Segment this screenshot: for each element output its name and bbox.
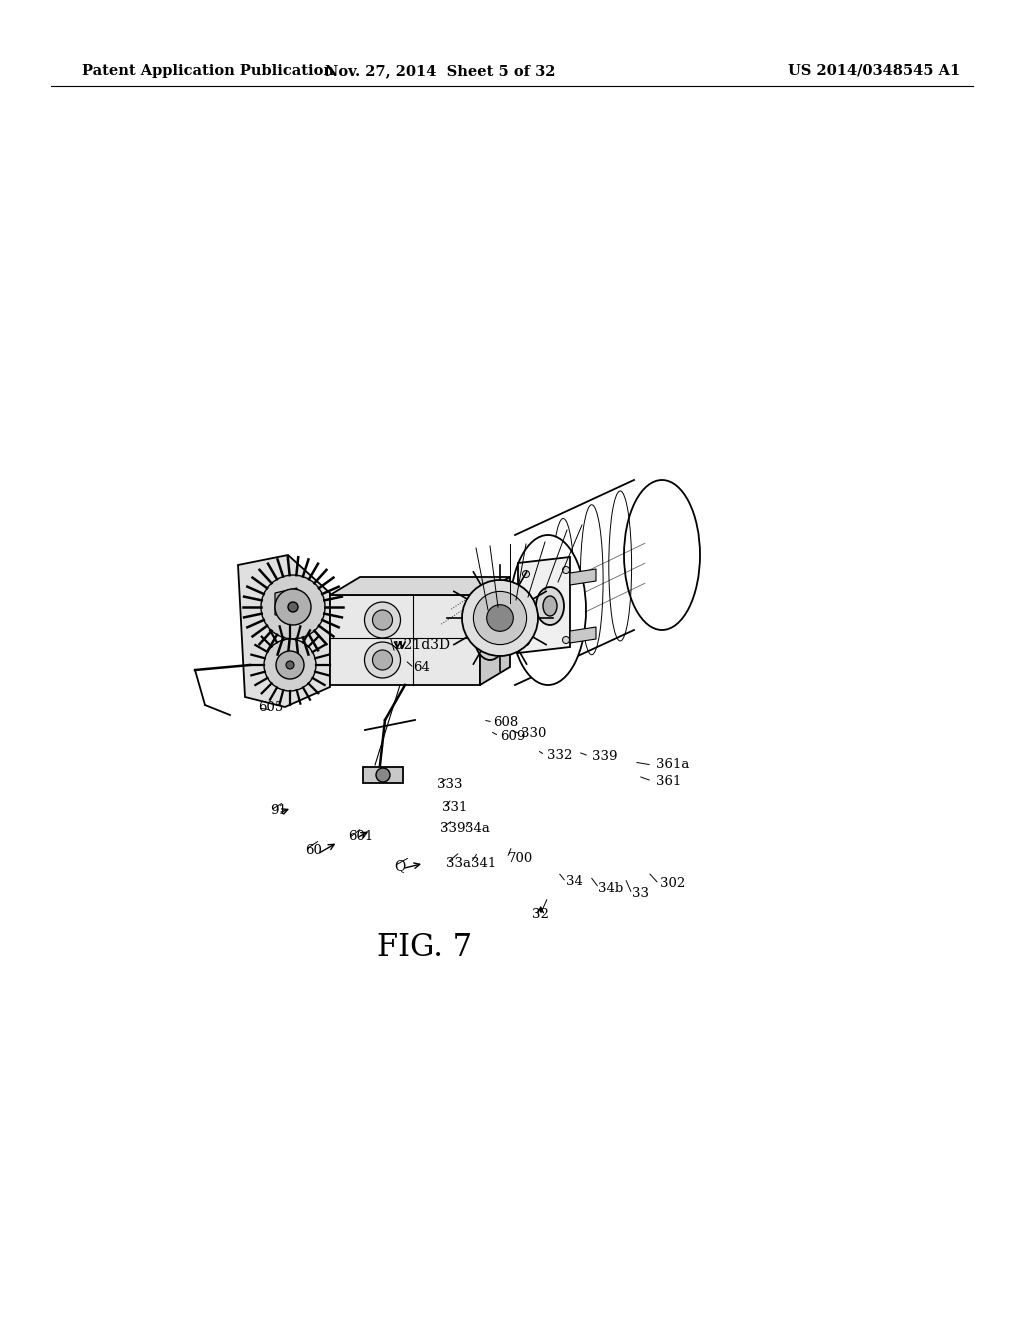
Text: US 2014/0348545 A1: US 2014/0348545 A1 — [788, 63, 961, 78]
Ellipse shape — [264, 639, 316, 690]
Polygon shape — [570, 627, 596, 643]
Ellipse shape — [261, 576, 325, 639]
Text: 34a: 34a — [465, 822, 489, 836]
Text: 341: 341 — [471, 857, 497, 870]
Polygon shape — [275, 587, 297, 615]
Text: 339: 339 — [592, 750, 617, 763]
Ellipse shape — [286, 661, 294, 669]
Text: Nov. 27, 2014  Sheet 5 of 32: Nov. 27, 2014 Sheet 5 of 32 — [325, 63, 556, 78]
Ellipse shape — [481, 620, 499, 649]
Ellipse shape — [473, 591, 526, 644]
Ellipse shape — [543, 597, 557, 616]
Ellipse shape — [562, 566, 569, 573]
Ellipse shape — [276, 651, 304, 678]
Ellipse shape — [462, 579, 538, 656]
Text: 700: 700 — [508, 851, 534, 865]
Text: 34: 34 — [566, 875, 583, 888]
Text: 33a: 33a — [446, 857, 471, 870]
Polygon shape — [330, 595, 480, 685]
Text: 64: 64 — [413, 661, 429, 675]
Polygon shape — [570, 569, 596, 585]
Ellipse shape — [486, 605, 513, 631]
Ellipse shape — [562, 636, 569, 644]
Text: 34b: 34b — [598, 882, 624, 895]
Text: \u21d3D: \u21d3D — [390, 638, 451, 651]
Text: 33: 33 — [632, 887, 649, 900]
Polygon shape — [480, 577, 510, 685]
Polygon shape — [515, 480, 634, 685]
Text: 332: 332 — [547, 748, 572, 762]
Ellipse shape — [510, 535, 586, 685]
Text: FIG. 7: FIG. 7 — [378, 932, 472, 964]
Ellipse shape — [373, 610, 392, 630]
Text: 60: 60 — [305, 843, 322, 857]
Ellipse shape — [474, 610, 506, 660]
Ellipse shape — [624, 480, 700, 630]
Polygon shape — [362, 767, 403, 783]
Text: 302: 302 — [660, 876, 686, 890]
Ellipse shape — [365, 642, 400, 678]
Ellipse shape — [275, 589, 311, 624]
Ellipse shape — [376, 768, 390, 781]
Ellipse shape — [373, 649, 392, 671]
Ellipse shape — [365, 602, 400, 638]
Text: 330: 330 — [521, 727, 547, 741]
Text: 361: 361 — [656, 775, 682, 788]
Ellipse shape — [522, 570, 529, 578]
Polygon shape — [330, 577, 510, 595]
Ellipse shape — [288, 602, 298, 612]
Ellipse shape — [536, 587, 564, 624]
Text: 339: 339 — [440, 822, 466, 836]
Text: 605: 605 — [258, 701, 284, 714]
Text: Patent Application Publication: Patent Application Publication — [82, 63, 334, 78]
Text: Q: Q — [394, 859, 406, 873]
Ellipse shape — [522, 639, 529, 645]
Text: 601: 601 — [348, 830, 374, 843]
Text: 609: 609 — [500, 730, 525, 743]
Text: 608: 608 — [494, 715, 519, 729]
Polygon shape — [518, 557, 570, 653]
Text: 333: 333 — [437, 777, 463, 791]
Polygon shape — [238, 554, 330, 708]
Text: 32: 32 — [532, 908, 549, 921]
Text: 91: 91 — [270, 804, 287, 817]
Text: 331: 331 — [442, 801, 468, 814]
Text: 361a: 361a — [656, 758, 690, 771]
